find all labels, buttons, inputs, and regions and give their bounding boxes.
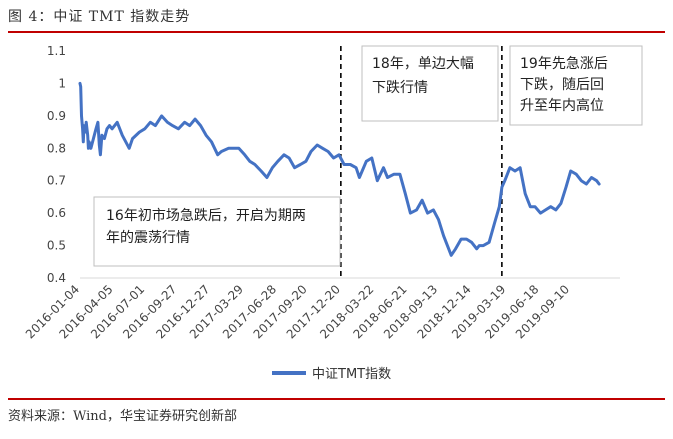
annotation-text: 16年初市场急跌后，开启为期两: [106, 207, 306, 224]
annotation-text: 年的震荡行情: [106, 230, 190, 246]
annotation-text: 升至年内高位: [520, 97, 604, 114]
y-tick-label: 0.6: [47, 206, 66, 220]
x-axis: 2016-01-042016-04-052016-07-012016-09-27…: [23, 282, 572, 341]
annotation-text: 下跌，随后回: [520, 77, 604, 93]
y-tick-label: 0.7: [47, 174, 66, 188]
series-layer: [78, 81, 601, 257]
annotation-box: [93, 196, 341, 267]
annotation-box: [509, 45, 643, 126]
y-tick-label: 1.1: [47, 44, 66, 58]
y-tick-label: 0.4: [47, 271, 66, 285]
annotation-text: 19年先急涨后: [520, 56, 608, 72]
legend: 中证TMT指数: [272, 367, 391, 382]
y-axis: 0.4 0.5 0.6 0.7 0.8 0.9 1 1.1: [47, 44, 66, 285]
period-dividers: [340, 46, 503, 278]
legend-label: 中证TMT指数: [312, 367, 391, 382]
series-line: [78, 81, 601, 257]
y-tick-label: 0.8: [47, 141, 66, 155]
annotation-text: 下跌行情: [372, 80, 428, 96]
y-tick-label: 0.5: [47, 239, 66, 253]
y-tick-label: 0.9: [47, 109, 66, 123]
annotation-box: [361, 45, 499, 122]
figure-title: 图 4：中证 TMT 指数走势: [8, 9, 191, 25]
bottom-rule: [8, 398, 665, 400]
y-tick-label: 1: [58, 76, 66, 90]
source-note: 资料来源：Wind，华宝证券研究创新部: [8, 409, 237, 424]
annotation-text: 18年，单边大幅: [372, 56, 474, 72]
top-rule: [8, 31, 665, 33]
